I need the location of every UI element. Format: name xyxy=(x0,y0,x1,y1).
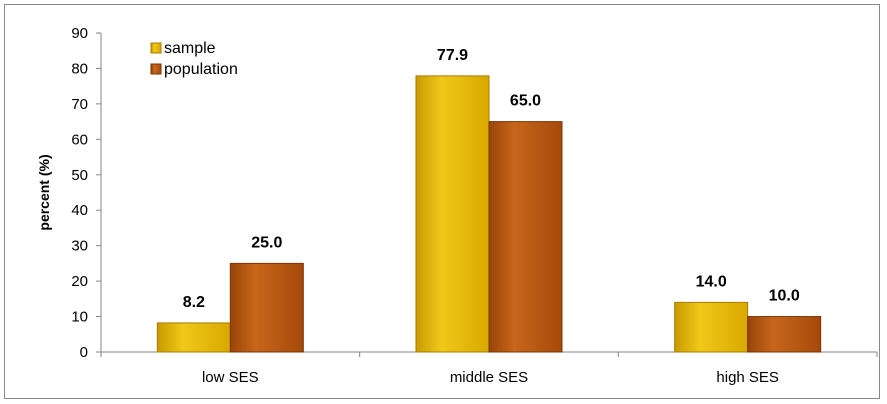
bar-sample xyxy=(415,75,490,353)
y-tick-label: 30 xyxy=(71,238,88,255)
bar-population xyxy=(747,316,822,353)
y-tick-label: 80 xyxy=(71,60,88,77)
axes: 0 10 20 30 40 50 60 70 80 90 percent (%) low SES mid… xyxy=(36,25,878,386)
bar-population xyxy=(229,262,304,353)
data-label-population: 25.0 xyxy=(251,234,282,251)
y-tick-label: 40 xyxy=(71,202,88,219)
y-axis-title: percent (%) xyxy=(36,154,52,230)
x-category-label: low SES xyxy=(202,369,259,386)
bars xyxy=(156,75,822,353)
legend-swatch-population xyxy=(150,63,162,75)
x-category-label: middle SES xyxy=(450,369,528,386)
y-tick-label: 70 xyxy=(71,96,88,113)
chart-frame: 0 10 20 30 40 50 60 70 80 90 percent (%) low SES mid… xyxy=(4,4,880,399)
data-label-sample: 8.2 xyxy=(183,294,205,311)
data-label-sample: 14.0 xyxy=(696,273,727,290)
y-tick-label: 10 xyxy=(71,309,88,326)
data-label-sample: 77.9 xyxy=(437,47,468,64)
data-labels: 8.2 25.0 77.9 65.0 14.0 10.0 xyxy=(183,47,800,311)
bar-sample xyxy=(156,322,231,353)
legend-label-sample: sample xyxy=(164,40,216,57)
bar-population xyxy=(488,121,563,353)
y-tick-label: 90 xyxy=(71,25,88,42)
y-tick-label: 50 xyxy=(71,167,88,184)
data-label-population: 10.0 xyxy=(769,288,800,305)
x-category-label: high SES xyxy=(716,369,779,386)
y-tick-label: 0 xyxy=(80,344,88,361)
legend: sample population xyxy=(150,40,238,78)
bar-sample xyxy=(674,301,749,353)
bar-chart: 0 10 20 30 40 50 60 70 80 90 percent (%) low SES mid… xyxy=(36,25,878,386)
data-label-population: 65.0 xyxy=(510,93,541,110)
legend-swatch-sample xyxy=(150,42,162,54)
legend-label-population: population xyxy=(164,61,238,78)
y-tick-label: 60 xyxy=(71,131,88,148)
y-tick-label: 20 xyxy=(71,273,88,290)
